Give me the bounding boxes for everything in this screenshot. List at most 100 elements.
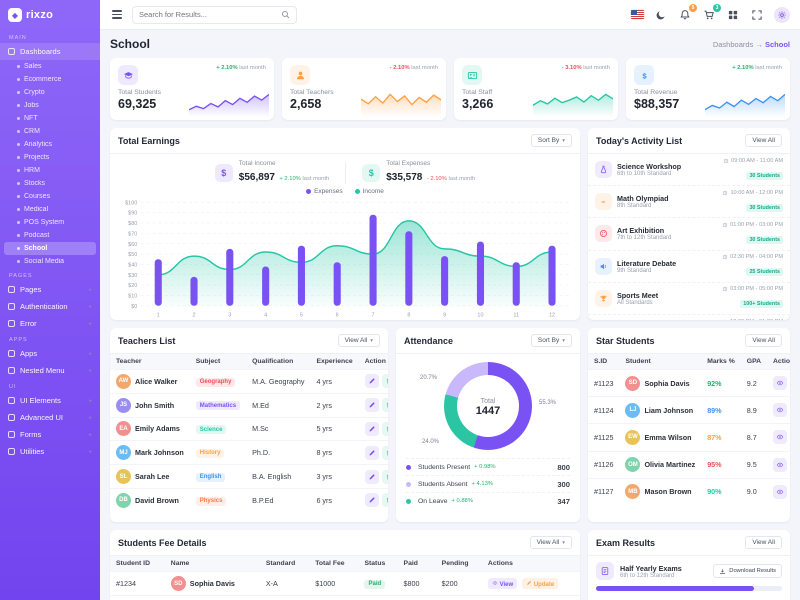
view-button[interactable] bbox=[773, 430, 788, 445]
activity-item[interactable]: Science Workshop 6th to 10th Standard 09… bbox=[588, 154, 790, 187]
chevron-icon: ▸ bbox=[89, 397, 92, 404]
breadcrumb-parent[interactable]: Dashboards bbox=[712, 39, 754, 49]
star-students-view-all-button[interactable]: View All bbox=[745, 334, 782, 347]
column-header: Paid bbox=[397, 556, 436, 572]
activity-item[interactable]: Sports Meet All Standards 03:00 PM - 05:… bbox=[588, 283, 790, 315]
sidebar-item-error[interactable]: Error ▸ bbox=[0, 315, 100, 332]
fee-row: #1234 SD Sophia Davis X-A $1000 Paid $800… bbox=[110, 571, 580, 596]
brand[interactable]: ◆ rixzo bbox=[0, 6, 100, 30]
student-id: #1125 bbox=[588, 423, 620, 452]
activity-item[interactable]: Art Exhibition 7th to 12th Standard 01:0… bbox=[588, 218, 790, 251]
activity-view-all-button[interactable]: View All bbox=[745, 134, 782, 147]
settings-gear-icon[interactable] bbox=[774, 6, 790, 23]
activity-item[interactable]: Literature Debate 9th Standard 02:30 PM … bbox=[588, 251, 790, 283]
dark-mode-toggle[interactable] bbox=[654, 8, 668, 22]
sidebar-item-advanced-ui[interactable]: Advanced UI ▸ bbox=[0, 409, 100, 426]
donut-center-label: Total bbox=[480, 397, 496, 405]
edit-button[interactable] bbox=[364, 469, 379, 484]
delete-button[interactable] bbox=[381, 374, 388, 389]
stat-value: 69,325 bbox=[118, 97, 157, 111]
avatar: AW bbox=[116, 373, 131, 389]
sidebar-item-pos-system[interactable]: POS System bbox=[0, 216, 100, 229]
sidebar-item-jobs[interactable]: Jobs bbox=[0, 99, 100, 112]
activity-item[interactable]: ∞ Math Olympiad 8th Standard 10:00 AM - … bbox=[588, 186, 790, 219]
view-button[interactable] bbox=[773, 376, 788, 391]
sidebar-item-ecommerce[interactable]: Ecommerce bbox=[0, 73, 100, 86]
menu-toggle-button[interactable] bbox=[110, 8, 124, 21]
sidebar-item-courses[interactable]: Courses bbox=[0, 190, 100, 203]
sidebar-item-projects[interactable]: Projects bbox=[0, 151, 100, 164]
sidebar-item-crm[interactable]: CRM bbox=[0, 125, 100, 138]
sidebar-item-analytics[interactable]: Analytics bbox=[0, 138, 100, 151]
sidebar-item-forms[interactable]: Forms ▸ bbox=[0, 426, 100, 443]
delete-button[interactable] bbox=[381, 398, 388, 413]
fee-status-badge: Paid bbox=[364, 579, 386, 589]
edit-button[interactable] bbox=[364, 445, 379, 460]
language-flag-icon[interactable] bbox=[631, 10, 644, 19]
sidebar-item-stocks[interactable]: Stocks bbox=[0, 177, 100, 190]
activity-item[interactable]: History Quiz 9th to 12th Standard 12:30 … bbox=[588, 315, 790, 320]
fees-view-all-button[interactable]: View All ▾ bbox=[529, 536, 572, 549]
apps-grid-icon[interactable] bbox=[726, 8, 740, 22]
exam-results-view-all-button[interactable]: View All bbox=[745, 536, 782, 549]
fullscreen-icon[interactable] bbox=[750, 8, 764, 22]
edit-button[interactable] bbox=[364, 398, 379, 413]
bullet-icon bbox=[17, 182, 20, 185]
edit-button[interactable] bbox=[364, 374, 379, 389]
delete-button[interactable] bbox=[381, 493, 388, 508]
sidebar-item-medical[interactable]: Medical bbox=[0, 203, 100, 216]
sidebar-item-social-media[interactable]: Social Media bbox=[0, 255, 100, 268]
notifications-bell-icon[interactable]: 5 bbox=[678, 3, 697, 22]
sidebar-item-dashboards[interactable]: Dashboards ▾ bbox=[0, 43, 100, 60]
activity-students-badge: 30 Students bbox=[746, 235, 783, 244]
sidebar-item-nested-menu[interactable]: Nested Menu ▸ bbox=[0, 362, 100, 379]
student-id: #1123 bbox=[588, 368, 620, 397]
view-button[interactable] bbox=[773, 484, 788, 499]
activity-name: Art Exhibition bbox=[617, 226, 665, 236]
stat-change: - 3.10% last month bbox=[561, 65, 610, 71]
view-button[interactable] bbox=[773, 457, 788, 472]
cart-badge: 3 bbox=[713, 3, 721, 12]
earnings-sort-button[interactable]: Sort By ▾ bbox=[530, 134, 572, 147]
delete-button[interactable] bbox=[381, 469, 388, 484]
chevron-icon: ▸ bbox=[89, 350, 92, 357]
income-icon: $ bbox=[214, 163, 233, 182]
edit-button[interactable] bbox=[364, 421, 379, 436]
sidebar-item-authentication[interactable]: Authentication ▸ bbox=[0, 298, 100, 315]
search-box[interactable] bbox=[132, 5, 297, 24]
sidebar-item-crypto[interactable]: Crypto bbox=[0, 86, 100, 99]
update-fee-button[interactable]: Update bbox=[522, 578, 559, 589]
delete-button[interactable] bbox=[381, 445, 388, 460]
attendance-sort-button[interactable]: Sort By ▾ bbox=[530, 334, 572, 347]
bullet-icon bbox=[17, 130, 20, 133]
download-results-button[interactable]: Download Results bbox=[713, 564, 782, 578]
view-button[interactable] bbox=[773, 403, 788, 418]
sidebar-item-sales[interactable]: Sales bbox=[0, 60, 100, 73]
sidebar-item-hrm[interactable]: HRM bbox=[0, 164, 100, 177]
bullet-icon bbox=[17, 156, 20, 159]
student-id: #1126 bbox=[588, 450, 620, 479]
donut-percent-label: 20.7% bbox=[420, 374, 438, 381]
teachers-view-all-button[interactable]: View All ▾ bbox=[337, 334, 380, 347]
sidebar-item-utilities[interactable]: Utilities ▸ bbox=[0, 443, 100, 460]
edit-button[interactable] bbox=[364, 493, 379, 508]
sidebar-item-nft[interactable]: NFT bbox=[0, 112, 100, 125]
bullet-icon bbox=[17, 260, 20, 263]
legend-change: + 0.88% bbox=[451, 498, 473, 505]
sidebar-item-ui-elements[interactable]: UI Elements ▸ bbox=[0, 392, 100, 409]
stat-sparkline bbox=[533, 93, 613, 117]
activity-students-badge: 100+ Students bbox=[740, 300, 783, 309]
stat-value: $88,357 bbox=[634, 97, 680, 111]
sidebar-item-apps[interactable]: Apps ▸ bbox=[0, 345, 100, 362]
delete-button[interactable] bbox=[381, 421, 388, 436]
cart-icon[interactable]: 3 bbox=[702, 3, 721, 22]
column-header: Action bbox=[358, 354, 388, 370]
fee-total: $1000 bbox=[309, 595, 359, 600]
exam-doc-icon bbox=[596, 562, 614, 580]
sidebar-item-podcast[interactable]: Podcast bbox=[0, 229, 100, 242]
sidebar-item-school[interactable]: School bbox=[4, 242, 96, 255]
sidebar-item-pages[interactable]: Pages ▸ bbox=[0, 281, 100, 298]
view-fee-button[interactable]: View bbox=[487, 578, 518, 589]
search-input[interactable] bbox=[139, 10, 277, 19]
